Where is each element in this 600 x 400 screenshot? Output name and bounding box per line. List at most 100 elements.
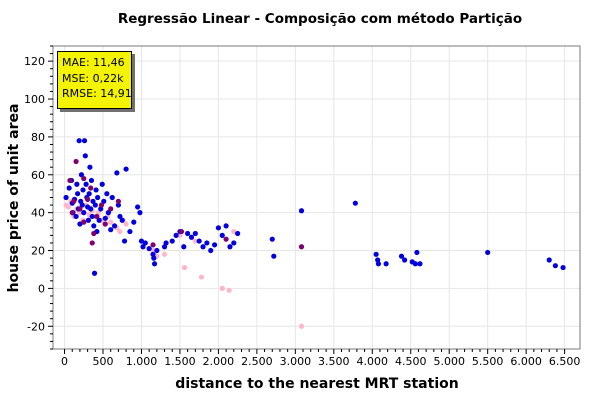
x-tick-label: 3.000 xyxy=(280,355,312,368)
data-point xyxy=(117,213,123,220)
data-point xyxy=(181,264,188,271)
data-point xyxy=(140,244,146,250)
data-point xyxy=(86,191,92,197)
data-point xyxy=(417,261,423,267)
data-point xyxy=(108,206,114,212)
data-point xyxy=(99,181,105,187)
data-point xyxy=(231,240,237,246)
x-tick-label: 6.500 xyxy=(549,355,581,368)
data-point xyxy=(73,158,79,165)
x-tick-label: 4.500 xyxy=(395,355,427,368)
data-point xyxy=(196,238,202,244)
data-point xyxy=(81,219,87,225)
data-point xyxy=(223,223,229,229)
data-point xyxy=(88,185,94,191)
data-points xyxy=(63,138,566,329)
x-tick-label: 5.500 xyxy=(472,355,504,368)
data-point xyxy=(75,191,81,197)
data-point xyxy=(298,323,305,329)
data-point xyxy=(89,213,95,220)
y-tick-label: 120 xyxy=(24,55,45,68)
data-point xyxy=(88,206,94,212)
data-point xyxy=(198,274,205,280)
stat-mse: MSE: 0,22k xyxy=(62,71,124,85)
data-point xyxy=(77,221,83,227)
grid xyxy=(53,46,580,349)
data-point xyxy=(71,198,77,204)
data-point xyxy=(76,138,82,144)
data-point xyxy=(104,191,110,197)
data-point xyxy=(80,187,86,193)
data-point xyxy=(115,202,121,208)
data-point xyxy=(192,238,198,244)
chart-title: Regressão Linear - Composição com método… xyxy=(118,11,522,27)
data-point xyxy=(81,175,87,182)
data-point xyxy=(173,232,179,238)
data-point xyxy=(79,202,85,208)
data-point xyxy=(67,177,73,184)
data-point xyxy=(219,232,225,238)
data-point xyxy=(185,230,191,237)
data-point xyxy=(352,200,358,206)
y-tick-label: 20 xyxy=(31,245,45,258)
y-axis-label: house price of unit area xyxy=(6,104,22,293)
x-tick-label: 1.000 xyxy=(126,355,158,368)
data-point xyxy=(81,138,88,144)
axis-ticks: 0 500 1.000 1.500 2.000 2.500 3.000 3.500 4.000 4… xyxy=(24,45,581,368)
y-tick-label: 80 xyxy=(31,131,45,144)
data-point xyxy=(121,238,128,244)
x-tick-label: 0 xyxy=(61,355,68,368)
data-point xyxy=(123,221,129,227)
data-point xyxy=(63,194,69,201)
data-point xyxy=(271,253,277,259)
data-point xyxy=(108,219,114,225)
x-tick-label: 500 xyxy=(93,355,114,368)
data-point xyxy=(226,287,232,293)
data-point xyxy=(89,240,95,246)
plot-area-frame xyxy=(52,45,581,350)
data-point xyxy=(127,228,133,235)
data-point xyxy=(169,238,175,244)
data-point xyxy=(188,234,195,240)
data-point xyxy=(77,206,83,212)
data-point xyxy=(298,208,305,214)
data-point xyxy=(115,198,121,204)
data-point xyxy=(298,244,305,250)
x-axis-label: distance to the nearest MRT station xyxy=(175,376,458,392)
data-point xyxy=(181,244,187,250)
data-point xyxy=(146,246,152,252)
data-point xyxy=(111,223,118,229)
x-tick-label: 2.500 xyxy=(241,355,273,368)
data-point xyxy=(137,210,143,216)
x-tick-label: 2.000 xyxy=(203,355,235,368)
data-point xyxy=(269,236,275,242)
data-point xyxy=(66,185,72,191)
data-point xyxy=(90,198,96,204)
data-point xyxy=(231,228,237,235)
data-point xyxy=(552,263,558,269)
data-point xyxy=(135,204,141,210)
data-point xyxy=(91,270,98,276)
stat-rmse: RMSE: 14,91 xyxy=(62,87,132,100)
data-point xyxy=(208,247,214,254)
data-point xyxy=(114,170,120,176)
data-point xyxy=(85,196,91,202)
data-point xyxy=(81,210,87,216)
data-point xyxy=(85,217,91,223)
data-point xyxy=(178,228,185,235)
data-point xyxy=(102,221,108,227)
data-point xyxy=(560,264,566,271)
data-point xyxy=(69,210,75,216)
data-point xyxy=(151,261,158,267)
data-point xyxy=(211,242,218,248)
data-point xyxy=(485,249,491,256)
y-tick-label: 40 xyxy=(31,207,45,220)
data-point xyxy=(235,230,241,237)
data-point xyxy=(192,230,198,237)
y-tick-label: -20 xyxy=(27,320,45,333)
data-point xyxy=(375,261,382,267)
y-tick-label: 0 xyxy=(38,282,45,295)
y-tick-label: 60 xyxy=(31,169,45,182)
y-tick-label: 100 xyxy=(24,93,45,106)
data-point xyxy=(151,255,157,261)
